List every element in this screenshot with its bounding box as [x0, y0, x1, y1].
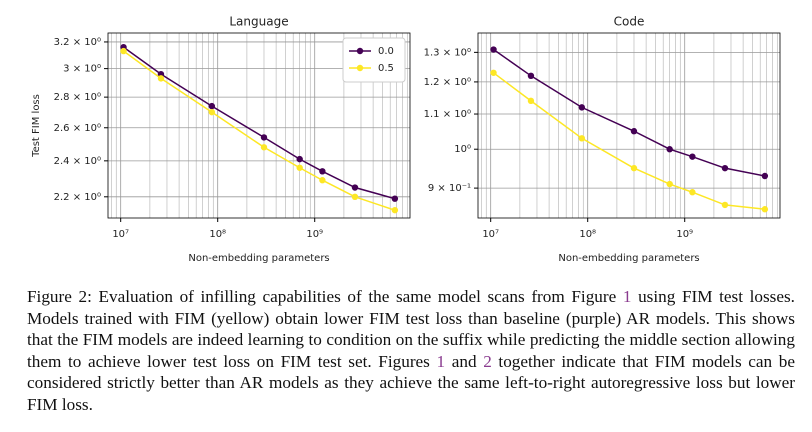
point — [630, 128, 638, 135]
point — [527, 97, 535, 105]
point — [391, 206, 399, 214]
caption-text: together indicate that FIM models can be… — [27, 351, 795, 414]
point — [689, 153, 696, 160]
figure: 10⁷ 10⁸ 10⁹ 2.2 × 10⁰ 2.4 × 10⁰ 2.6 × 10⁰ 2.8 … — [31, 15, 781, 264]
y-tick-label: 2.6 × 10⁰ — [54, 123, 101, 134]
point — [351, 193, 359, 201]
point — [721, 164, 729, 172]
plot-frame — [107, 32, 411, 219]
point — [578, 135, 586, 142]
point — [260, 144, 268, 151]
legend-label: 0.0 — [378, 46, 394, 57]
plot-frame — [477, 32, 781, 219]
legend: 0.0 0.5 — [342, 37, 406, 83]
legend-box — [342, 37, 406, 83]
point — [721, 201, 729, 209]
figure-ref[interactable]: 1 — [436, 351, 446, 371]
y-tick-label: 3 × 10⁰ — [63, 64, 101, 75]
x-tick-label: 10⁷ — [112, 229, 129, 240]
point — [296, 164, 303, 171]
figure-ref[interactable]: 2 — [483, 351, 492, 371]
point — [260, 134, 268, 141]
y-tick-label: 1.2 × 10⁰ — [424, 77, 471, 88]
series-line — [123, 46, 396, 200]
y-tick-label: 1.3 × 10⁰ — [424, 47, 471, 58]
point — [630, 164, 638, 172]
point — [578, 104, 586, 111]
point — [319, 177, 326, 184]
point — [351, 184, 359, 191]
series-line — [123, 50, 396, 211]
point — [208, 108, 216, 116]
point — [666, 180, 673, 188]
point — [120, 47, 127, 55]
chart-title: Code — [614, 15, 645, 29]
point — [666, 146, 673, 153]
point — [490, 46, 497, 53]
caption-text: and — [445, 351, 484, 371]
x-tick-label: 10⁸ — [579, 229, 596, 240]
y-axis-label: Test FIM loss — [31, 94, 42, 158]
y-tick-label: 10⁰ — [454, 144, 471, 155]
x-tick-label: 10⁷ — [482, 229, 499, 240]
legend-label: 0.5 — [378, 63, 394, 74]
figure-ref[interactable]: 1 — [622, 287, 632, 306]
point — [527, 72, 535, 80]
x-tick-label: 10⁸ — [209, 229, 226, 240]
y-tick-label: 2.8 × 10⁰ — [54, 92, 101, 103]
y-tick-label: 2.4 × 10⁰ — [54, 156, 101, 167]
y-tick-label: 9 × 10⁻¹ — [428, 183, 471, 194]
point — [319, 168, 326, 175]
point — [761, 172, 769, 180]
series-line — [493, 48, 765, 177]
point — [391, 195, 399, 202]
point — [208, 102, 216, 110]
point — [157, 75, 165, 82]
x-axis-label: Non-embedding parameters — [558, 253, 699, 264]
caption-text: using FIM test losses. Models trained wi… — [27, 287, 795, 371]
x-tick-label: 10⁹ — [306, 229, 323, 240]
caption: Figure 2: Evaluation of infilling capabi… — [27, 286, 795, 415]
legend-marker — [356, 47, 364, 55]
x-tick-label: 10⁹ — [676, 229, 693, 240]
point — [689, 189, 696, 196]
x-axis-label: Non-embedding parameters — [188, 253, 329, 264]
point — [761, 206, 769, 213]
caption-text: Figure 2: Evaluation of infilling capabi… — [27, 287, 623, 306]
y-tick-label: 2.2 × 10⁰ — [54, 192, 101, 203]
y-tick-label: 1.1 × 10⁰ — [424, 109, 471, 120]
point — [296, 155, 303, 163]
series-line — [493, 72, 765, 210]
chart-title: Language — [229, 15, 288, 29]
point — [490, 69, 497, 76]
y-tick-label: 3.2 × 10⁰ — [54, 37, 101, 48]
legend-marker — [356, 64, 364, 72]
